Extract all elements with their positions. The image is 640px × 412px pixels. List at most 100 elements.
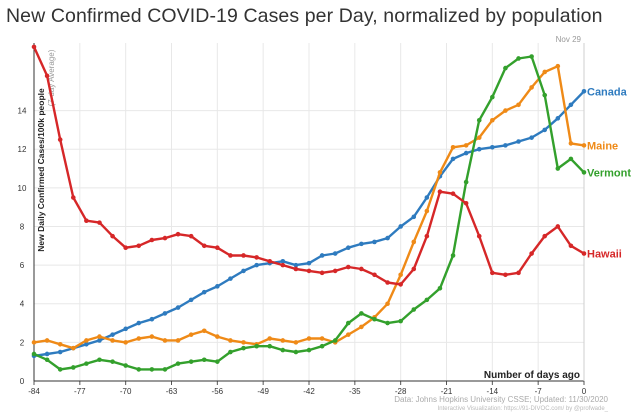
data-point-canada [568,102,574,108]
data-point-canada [424,195,430,200]
data-point-hawaii [149,237,155,243]
data-point-maine [136,336,142,341]
data-point-vermont [385,320,390,326]
data-point-hawaii [463,201,469,206]
x-tick-label: -35 [349,387,361,396]
x-tick-label: 0 [582,387,587,396]
data-point-vermont [581,170,587,175]
data-point-vermont [476,117,482,123]
data-point-vermont [136,367,142,372]
data-point-maine [293,340,299,345]
data-point-hawaii [372,272,377,278]
data-point-maine [516,102,521,108]
x-tick-label: -49 [257,387,269,396]
x-tick-label: -77 [74,387,86,396]
data-point-canada [319,253,325,258]
x-tick-label: -42 [303,387,315,396]
data-point-canada [44,351,50,357]
y-tick-label: 2 [20,338,25,347]
data-point-maine [110,338,115,343]
data-point-canada [293,262,299,268]
data-point-maine [201,328,207,334]
data-point-hawaii [490,270,495,276]
x-tick-label: -84 [28,387,40,396]
data-point-maine [359,324,364,330]
data-point-vermont [306,347,312,353]
data-point-maine [529,85,534,90]
data-point-hawaii [228,253,233,258]
source-note: Data: Johns Hopkins University CSSE; Upd… [394,395,608,404]
data-point-hawaii [503,272,508,278]
data-point-hawaii [398,282,403,287]
data-point-maine [476,135,482,140]
data-point-hawaii [542,233,548,239]
data-point-maine [57,342,63,347]
y-tick-label: 8 [20,222,25,231]
data-point-maine [267,336,273,341]
data-point-maine [306,336,312,341]
data-point-canada [476,146,482,152]
data-point-canada [359,241,364,247]
data-point-maine [411,239,417,245]
data-point-hawaii [555,224,561,229]
data-point-vermont [149,367,155,372]
data-point-hawaii [215,245,220,251]
data-point-hawaii [319,270,325,276]
data-point-canada [503,143,508,148]
data-point-hawaii [175,231,181,237]
data-point-hawaii [450,191,456,196]
data-point-maine [463,143,469,148]
data-point-vermont [490,94,495,100]
data-point-canada [188,297,194,303]
data-point-vermont [372,316,377,322]
data-point-maine [149,334,155,339]
data-point-canada [450,156,456,162]
data-point-maine [280,338,286,343]
data-point-hawaii [424,233,430,239]
credit-note: Interactive Visualization: https://91-DI… [438,406,609,412]
data-point-maine [84,338,89,343]
data-point-hawaii [476,233,482,239]
data-point-canada [463,150,469,156]
data-point-canada [306,260,312,266]
data-point-canada [175,305,181,310]
data-point-maine [228,338,233,343]
data-point-vermont [319,343,325,349]
data-point-hawaii [280,262,286,268]
data-point-hawaii [188,233,194,239]
data-point-hawaii [568,243,574,249]
data-point-maine [70,345,76,351]
data-point-canada [490,144,495,150]
x-tick-label: -70 [120,387,132,396]
data-point-hawaii [516,270,521,276]
data-point-canada [215,284,220,289]
y-tick-label: 10 [18,184,27,193]
data-point-canada [110,332,115,337]
data-point-hawaii [84,218,89,223]
data-point-canada [411,214,417,220]
y-tick-label: 14 [18,107,27,116]
y-tick-label: 12 [18,145,27,154]
data-point-canada [385,235,390,241]
data-point-hawaii [385,280,390,285]
data-point-canada [228,276,233,281]
x-tick-label: -7 [535,387,543,396]
data-point-vermont [201,357,207,363]
data-point-hawaii [162,235,168,241]
data-point-hawaii [241,253,246,258]
data-point-hawaii [345,264,351,270]
data-point-maine [437,170,443,175]
data-point-canada [581,88,587,94]
data-point-vermont [84,361,89,366]
data-point-canada [254,262,259,268]
data-point-vermont [57,367,63,372]
data-point-canada [398,224,403,229]
data-point-vermont [424,297,430,303]
data-point-hawaii [332,268,338,274]
data-point-vermont [503,65,508,71]
data-point-maine [424,208,430,214]
data-point-vermont [345,320,351,326]
data-point-maine [542,69,548,75]
data-point-hawaii [110,233,115,239]
